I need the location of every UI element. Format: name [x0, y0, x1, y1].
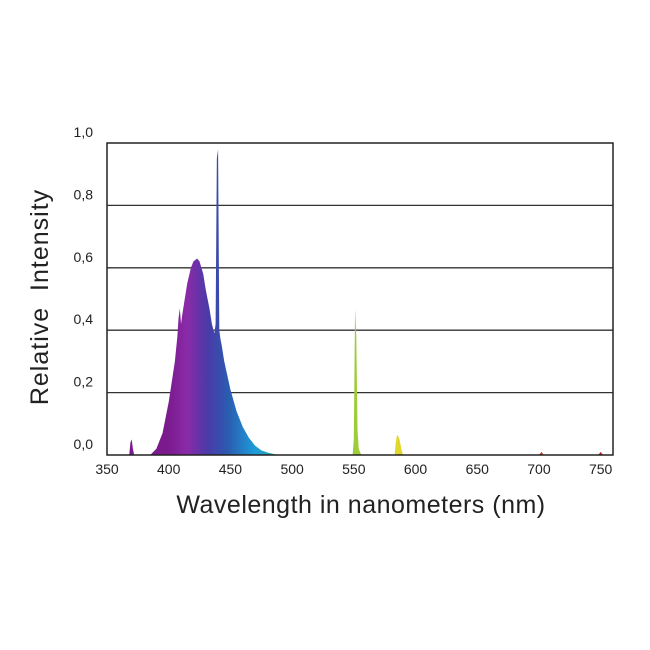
plot-frame [106, 142, 614, 456]
spectrum-series [129, 149, 604, 456]
x-tick-label: 750 [589, 461, 613, 477]
y-tick-label: 0,2 [74, 374, 94, 390]
x-tick-label: 450 [219, 461, 243, 477]
y-tick-label: 0,6 [74, 249, 94, 265]
y-tick-label: 0,4 [74, 311, 94, 327]
y-tick-label: 1,0 [74, 124, 94, 140]
x-tick-label: 350 [95, 461, 119, 477]
spectrum-area [129, 149, 604, 456]
x-axis-title: Wavelength in nanometers (nm) [176, 491, 545, 519]
x-tick-label: 650 [466, 461, 490, 477]
x-axis-ticks: 350 400 450 500 550 600 650 700 750 [95, 461, 612, 477]
x-tick-label: 400 [157, 461, 181, 477]
x-tick-label: 600 [404, 461, 428, 477]
y-axis-title: Relative Intensity [26, 189, 54, 405]
x-tick-label: 700 [527, 461, 551, 477]
y-axis-ticks: 0,0 0,2 0,4 0,6 0,8 1,0 [74, 124, 94, 452]
x-tick-label: 500 [280, 461, 304, 477]
x-tick-label: 550 [342, 461, 366, 477]
y-tick-label: 0,0 [74, 436, 94, 452]
y-tick-label: 0,8 [74, 186, 94, 202]
